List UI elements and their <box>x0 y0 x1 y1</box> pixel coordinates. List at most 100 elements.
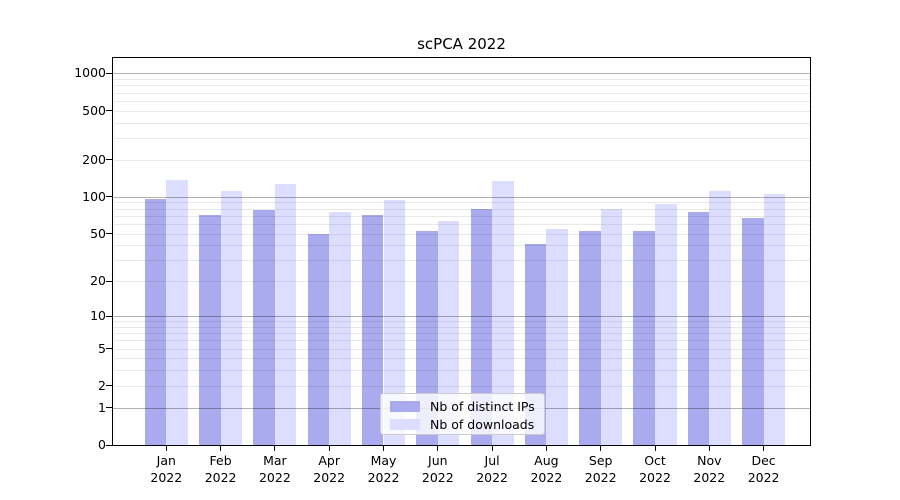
gridline-major <box>113 73 810 75</box>
bar-distinct-ips <box>416 231 438 445</box>
bar-downloads <box>220 190 243 445</box>
y-tick-mark <box>106 315 113 317</box>
bar-downloads <box>709 191 731 445</box>
bar-distinct-ips <box>253 210 275 445</box>
legend-label-downloads: Nb of downloads <box>430 417 535 432</box>
y-tick-label: 200 <box>82 151 106 167</box>
x-tick-mark <box>165 446 167 451</box>
gridline-minor <box>113 100 810 102</box>
gridline-minor <box>113 233 810 235</box>
x-tick-label: Nov 2022 <box>693 453 726 485</box>
x-tick-mark <box>220 446 222 451</box>
gridline-minor <box>113 85 810 87</box>
x-tick-label: Apr 2022 <box>313 453 346 485</box>
x-tick-label: May 2022 <box>367 453 400 485</box>
y-tick-label: 100 <box>82 188 106 204</box>
bar-downloads <box>655 203 677 445</box>
x-tick-label: Jun 2022 <box>421 453 454 485</box>
y-tick-label: 500 <box>82 102 106 118</box>
y-tick-mark <box>106 233 113 235</box>
gridline-minor <box>113 245 810 247</box>
gridline-minor <box>113 260 810 262</box>
x-tick-mark <box>708 446 710 451</box>
x-tick-mark <box>491 446 493 451</box>
gridline-minor <box>113 202 810 204</box>
gridline-minor <box>113 208 810 210</box>
bar-downloads <box>383 200 406 445</box>
y-tick-mark <box>106 159 113 161</box>
gridline-major <box>113 196 810 198</box>
gridline-minor <box>113 358 810 360</box>
x-tick-mark <box>545 446 547 451</box>
gridline-minor <box>113 281 810 283</box>
gridline-minor <box>113 333 810 335</box>
bar-downloads <box>492 180 514 445</box>
bar-distinct-ips <box>470 209 493 445</box>
bar-distinct-ips <box>742 218 764 445</box>
gridline-minor <box>113 348 810 350</box>
bar-distinct-ips <box>579 231 601 445</box>
x-tick-mark <box>274 446 276 451</box>
x-tick-label: Oct 2022 <box>639 453 671 485</box>
gridline-major <box>113 316 810 318</box>
y-tick-mark <box>106 72 113 74</box>
bar-downloads <box>329 212 351 445</box>
x-tick-mark <box>437 446 439 451</box>
legend: Nb of distinct IPs Nb of downloads <box>380 393 545 435</box>
y-tick-mark <box>106 407 113 409</box>
plot-area: Nb of distinct IPs Nb of downloads <box>112 57 811 446</box>
gridline-minor <box>113 92 810 94</box>
gridline-minor <box>113 326 810 328</box>
y-tick-label: 1 <box>98 399 106 415</box>
y-tick-label: 5 <box>98 340 106 356</box>
bar-downloads <box>546 229 568 445</box>
bar-downloads <box>274 184 297 445</box>
x-tick-label: Sep 2022 <box>584 453 617 485</box>
gridline-minor <box>113 385 810 387</box>
y-tick-label: 20 <box>90 273 106 289</box>
bar-distinct-ips <box>199 215 221 445</box>
y-tick-label: 1000 <box>74 65 106 81</box>
y-tick-mark <box>106 196 113 198</box>
gridline-minor <box>113 122 810 124</box>
bar-distinct-ips <box>633 231 655 445</box>
bar-downloads <box>600 209 623 445</box>
x-tick-mark <box>654 446 656 451</box>
gridline-minor <box>113 223 810 225</box>
legend-label-distinct-ips: Nb of distinct IPs <box>430 399 535 414</box>
x-tick-label: Jul 2022 <box>476 453 508 485</box>
y-tick-label: 2 <box>98 377 106 393</box>
x-tick-mark <box>328 446 330 451</box>
y-tick-mark <box>106 385 113 387</box>
y-tick-mark <box>106 280 113 282</box>
y-tick-mark <box>106 348 113 350</box>
x-tick-label: Dec 2022 <box>747 453 780 485</box>
y-tick-mark <box>106 444 113 446</box>
x-tick-label: Feb 2022 <box>204 453 237 485</box>
x-tick-mark <box>383 446 384 451</box>
chart-title: scPCA 2022 <box>417 35 506 53</box>
x-tick-mark <box>600 446 602 451</box>
x-tick-label: Aug 2022 <box>530 453 563 485</box>
gridline-minor <box>113 79 810 81</box>
gridline-minor <box>113 159 810 161</box>
legend-swatch-distinct-ips <box>390 401 420 412</box>
x-tick-mark <box>763 446 765 451</box>
bar-distinct-ips <box>144 198 167 445</box>
bar-distinct-ips <box>687 212 710 445</box>
bar-downloads <box>437 220 460 445</box>
bar-distinct-ips <box>307 233 330 445</box>
y-tick-label: 50 <box>90 225 106 241</box>
gridline-minor <box>113 138 810 140</box>
bar-downloads <box>166 180 188 445</box>
gridline-minor <box>113 110 810 112</box>
bar-distinct-ips <box>361 215 384 445</box>
gridline-minor <box>113 215 810 217</box>
bar-downloads <box>763 193 786 445</box>
y-tick-label: 0 <box>98 437 106 452</box>
gridline-minor <box>113 340 810 342</box>
legend-swatch-downloads <box>390 419 420 430</box>
x-tick-label: Mar 2022 <box>258 453 291 485</box>
y-tick-label: 10 <box>90 308 106 324</box>
